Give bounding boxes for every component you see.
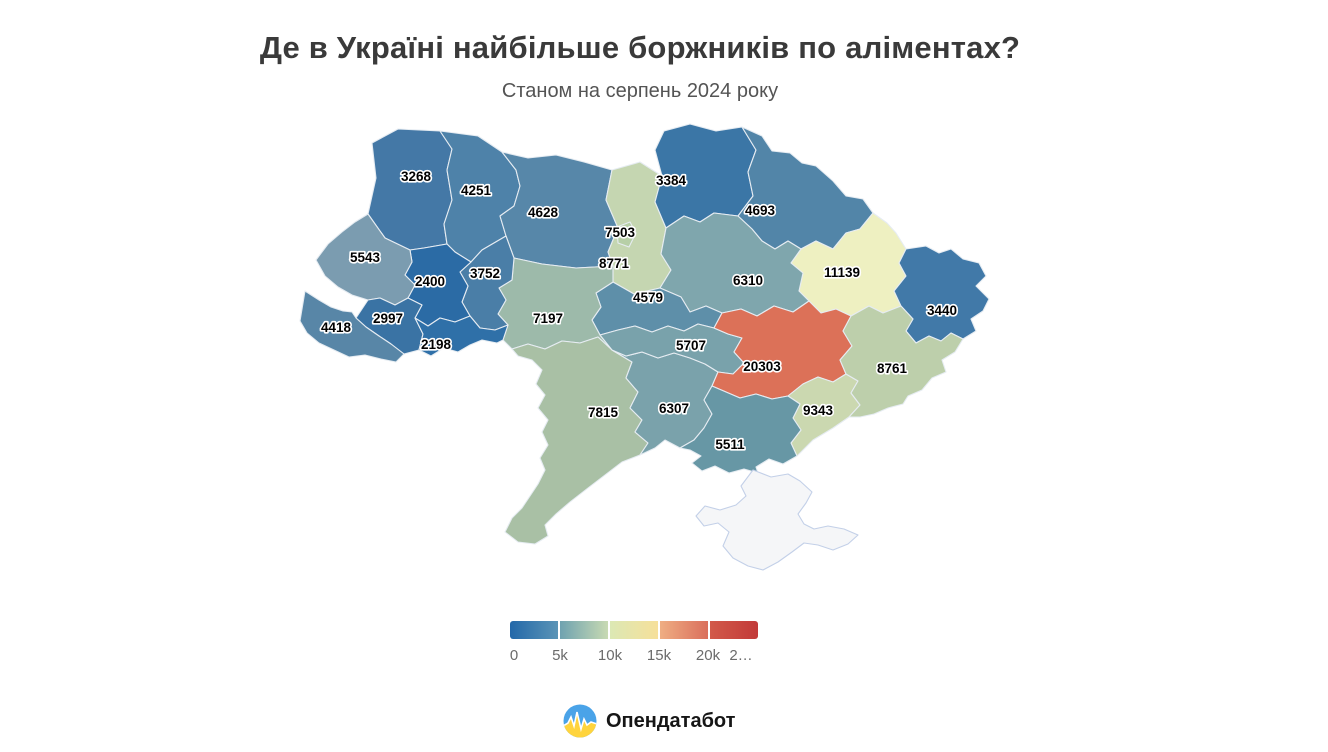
region-kherson[interactable] [679, 385, 802, 474]
region-value-label-zakarpattia: 4418 [321, 320, 352, 335]
region-value-label-cherkasy: 4579 [633, 290, 663, 305]
region-vinnytsia[interactable] [497, 257, 614, 351]
legend-segment-1 [510, 621, 558, 639]
region-zakarpattia[interactable] [299, 290, 405, 363]
region-value-label-volyn: 3268 [401, 169, 432, 184]
color-legend-ticks: 0 5k 10k 15k 20k 2… [510, 647, 758, 669]
region-value-label-ivano-frankivsk: 2997 [373, 311, 403, 326]
legend-tick-10k: 10k [597, 647, 623, 664]
region-value-label-donetsk: 8761 [877, 361, 908, 376]
page: Де в Україні найбільше боржників по алім… [259, 30, 1021, 740]
region-value-label-poltava: 6310 [733, 273, 763, 288]
legend-segment-3 [610, 621, 658, 639]
region-value-label-dnipropetrovsk: 20303 [743, 359, 781, 374]
legend-tick-5k: 5k [552, 647, 568, 664]
legend-segment-4 [660, 621, 708, 639]
region-value-label-lviv: 5543 [350, 250, 381, 265]
color-legend: 0 5k 10k 15k 20k 2… [510, 621, 758, 671]
region-value-label-chernivtsi: 2198 [421, 337, 452, 352]
region-zhytomyr[interactable] [499, 151, 619, 269]
brand-footer: Опендатабот [563, 702, 735, 740]
region-value-label-kirovohrad: 5707 [676, 338, 706, 353]
region-value-label-ternopil: 2400 [415, 274, 445, 289]
region-crimea[interactable] [695, 469, 859, 571]
region-value-label-sumy: 4693 [745, 203, 776, 218]
legend-tick-20k: 20k [695, 647, 721, 664]
region-value-label-zhytomyr: 4628 [528, 205, 559, 220]
logo-yellow-half [563, 711, 597, 738]
opendatabot-pulse-icon [563, 704, 597, 738]
region-donetsk[interactable] [839, 305, 964, 418]
legend-tick-2plus: 2… [729, 647, 753, 664]
region-value-label-kharkiv: 11139 [824, 265, 860, 280]
legend-tick-0: 0 [509, 647, 519, 664]
region-kyiv-city[interactable] [616, 221, 637, 248]
page-title: Де в Україні найбільше боржників по алім… [259, 30, 1021, 65]
legend-segment-5 [710, 621, 758, 639]
region-value-label-chernihiv: 3384 [656, 173, 687, 188]
region-value-label-kyiv-oblast: 8771 [599, 256, 630, 271]
region-value-label-odesa: 7815 [588, 405, 619, 420]
legend-segment-2 [560, 621, 608, 639]
region-chernivtsi[interactable] [414, 315, 509, 357]
region-value-label-rivne: 4251 [461, 183, 492, 198]
region-value-label-zaporizhzhia: 9343 [803, 403, 834, 418]
region-value-label-vinnytsia: 7197 [533, 311, 563, 326]
region-value-label-luhansk: 3440 [927, 303, 957, 318]
region-odesa[interactable] [504, 336, 649, 545]
legend-tick-15k: 15k [646, 647, 672, 664]
region-value-label-kherson: 5511 [715, 437, 745, 452]
region-luhansk[interactable] [893, 245, 990, 344]
region-value-label-kyiv-city: 7503 [605, 225, 636, 240]
color-legend-bar [510, 621, 758, 639]
region-value-label-khmelnytskyi: 3752 [470, 266, 500, 281]
brand-name: Опендатабот [606, 709, 736, 732]
page-subtitle: Станом на серпень 2024 року [501, 80, 779, 102]
region-value-label-mykolaiv: 6307 [659, 401, 689, 416]
